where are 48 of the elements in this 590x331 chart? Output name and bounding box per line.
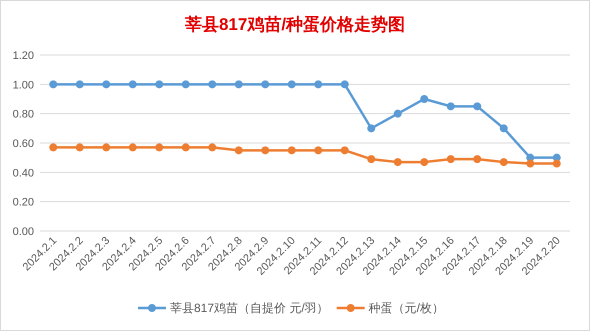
point [234, 146, 243, 154]
point [155, 80, 164, 88]
chart-title: 莘县817鸡苗/种蛋价格走势图 [184, 15, 406, 34]
point [420, 95, 428, 103]
point [49, 143, 58, 152]
point [234, 80, 243, 88]
point [261, 80, 270, 88]
point [473, 155, 482, 164]
point [420, 158, 428, 166]
y-tick-label: 0.20 [12, 196, 34, 209]
point [288, 80, 296, 88]
point [102, 143, 110, 152]
point [261, 146, 270, 154]
point [208, 143, 216, 152]
y-tick-label: 1.00 [12, 79, 34, 92]
point [49, 80, 58, 88]
point [526, 160, 534, 168]
point [394, 158, 402, 166]
y-tick-label: 0.60 [12, 138, 34, 150]
point [288, 146, 296, 154]
point [102, 80, 110, 88]
point [500, 124, 508, 132]
legend-label: 种蛋（元/枚） [368, 301, 444, 315]
legend-label: 莘县817鸡苗（自提价 元/羽） [170, 301, 329, 315]
point [76, 143, 84, 152]
point [552, 160, 561, 168]
point [314, 80, 322, 88]
point [446, 102, 455, 110]
point [340, 80, 349, 88]
point [394, 110, 402, 118]
point [473, 102, 482, 110]
point [340, 146, 349, 154]
point [128, 143, 137, 152]
point [182, 143, 190, 152]
y-tick-label: 0.80 [12, 108, 34, 121]
point [128, 80, 137, 88]
point [155, 143, 164, 152]
point [367, 155, 376, 164]
point [446, 155, 455, 164]
point [182, 80, 190, 88]
point [367, 124, 376, 132]
point [76, 80, 84, 88]
point [500, 158, 508, 166]
y-tick-label: 0.00 [12, 226, 34, 238]
point [208, 80, 216, 88]
y-tick-label: 0.40 [12, 167, 34, 180]
y-tick-label: 1.20 [12, 50, 34, 62]
point [314, 146, 322, 154]
